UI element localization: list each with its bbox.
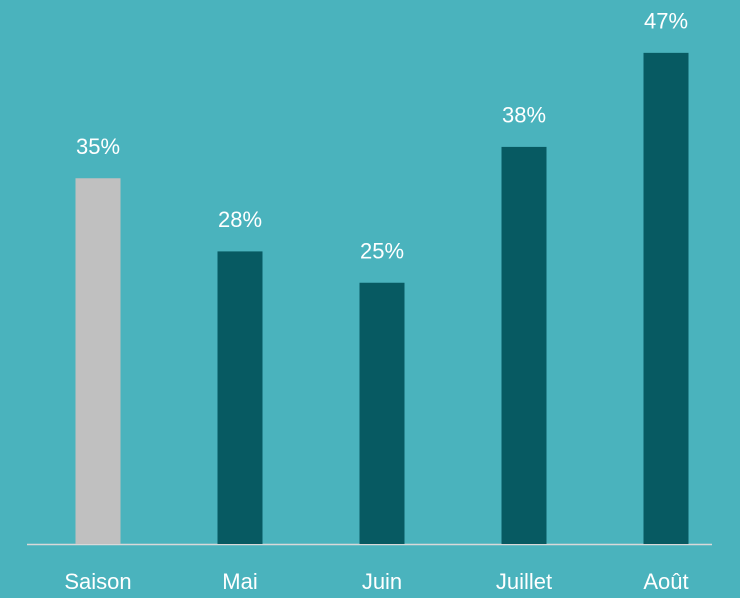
x-tick-label: Mai [222,569,257,594]
x-tick-label: Saison [64,569,131,594]
x-tick-label: Août [643,569,688,594]
bar [501,146,547,544]
value-label: 47% [644,9,688,34]
value-label: 25% [360,239,404,264]
value-label: 35% [76,134,120,159]
bar [75,178,121,544]
bar [643,52,689,544]
x-tick-label: Juillet [496,569,552,594]
bar [359,282,405,544]
x-tick-label: Juin [362,569,402,594]
value-label: 28% [218,207,262,232]
bar [217,251,263,544]
value-label: 38% [502,103,546,128]
